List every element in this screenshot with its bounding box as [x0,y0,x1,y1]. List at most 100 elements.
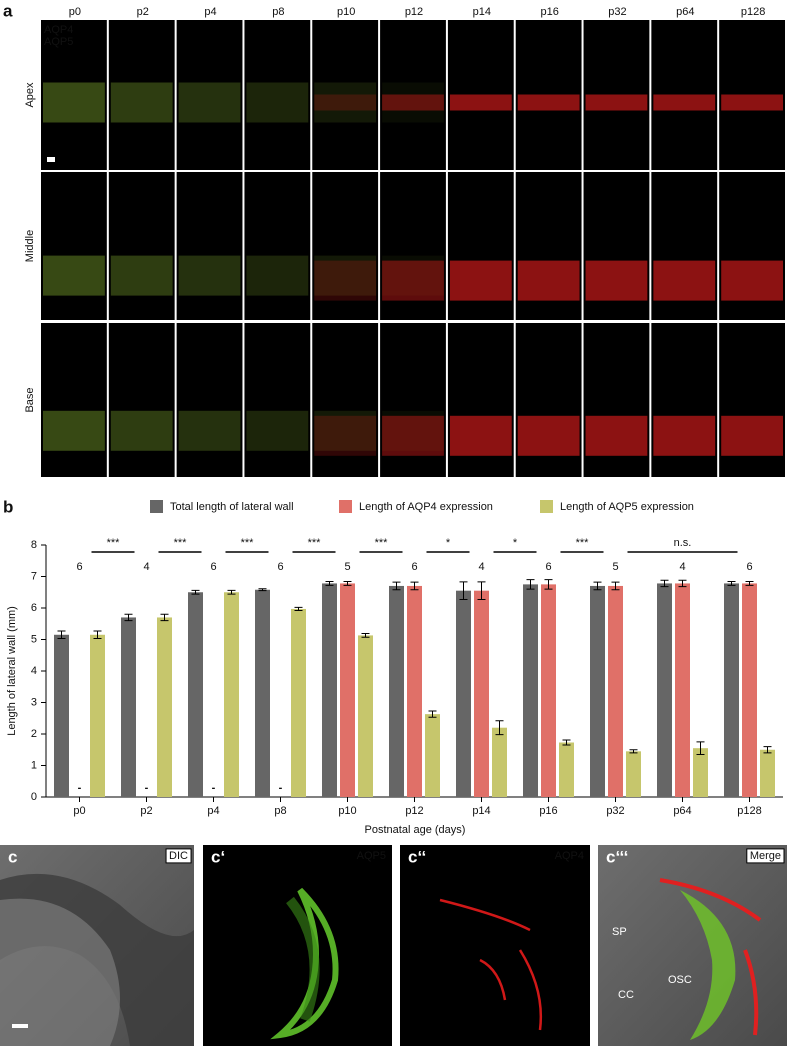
bar [224,592,239,797]
bar [121,617,136,797]
x-axis-title: Postnatal age (days) [365,824,466,836]
error-bar [57,630,66,640]
signal [382,255,444,296]
bar [407,585,422,797]
y-tick-label: 3 [31,696,37,708]
n-label: 5 [344,561,350,573]
legend-label: AQP5 [44,36,73,48]
signal [314,82,377,123]
panel-tag: DIC [169,850,188,862]
micrograph [176,323,243,477]
error-bar [361,633,370,638]
panel-tag: AQP4 [555,850,584,862]
signal [43,82,105,123]
bar [760,749,775,797]
micrograph [312,20,379,170]
bar [590,585,605,797]
significance-label: *** [174,537,188,549]
error-bar [495,720,504,736]
error-bar [727,581,736,586]
x-tick-label: p12 [405,805,423,817]
bar [742,583,757,797]
bar [559,742,574,797]
x-tick-label: p2 [140,805,152,817]
x-tick-label: p0 [73,805,85,817]
signal [178,410,241,451]
micrograph [244,172,311,320]
column-label: p32 [608,6,626,18]
signal [721,260,783,301]
signal [43,410,105,451]
annotation: CC [618,989,634,1001]
bar [693,748,708,797]
tag-box [165,848,192,864]
signal [382,94,444,111]
signal [517,94,580,111]
bar [657,583,672,797]
signal [585,94,648,111]
legend-swatch [150,500,163,513]
legend-label: AQP4 [44,24,73,36]
value-label: - [279,782,283,794]
tag-box [551,848,588,864]
n-label: 6 [210,561,216,573]
column-label: p2 [137,6,149,18]
panel-label: c‘‘ [408,847,426,866]
micrograph [244,20,311,170]
n-label: 4 [478,561,484,573]
column-label: p0 [69,6,81,18]
error-bar [696,741,705,755]
column-label: p64 [676,6,694,18]
micrograph [312,172,379,320]
error-bar [191,589,200,595]
error-bar [160,613,169,622]
error-bar [459,581,468,600]
value-label: - [212,782,216,794]
tag-box [746,848,785,864]
signal [382,260,444,301]
error-bar [124,613,133,622]
value-label: - [145,782,149,794]
column-label: p128 [741,6,765,18]
micrograph [380,20,446,170]
signal [110,82,173,123]
panel-label: a [3,1,13,20]
bar [90,634,105,797]
error-bar [745,581,754,586]
panel-label: c‘‘‘ [606,847,628,866]
significance-label: *** [308,537,322,549]
x-tick-label: p4 [207,805,219,817]
legend-swatch [540,500,553,513]
micrograph [41,20,107,170]
panel-label: c [8,847,17,866]
panel-label: c‘ [211,847,225,866]
bar [389,585,404,797]
signal [246,255,309,296]
y-axis-title: Length of lateral wall (mm) [6,606,18,736]
legend-label: Length of AQP5 expression [560,501,694,513]
error-bar [294,606,303,612]
scale-bar [47,157,55,162]
signal [110,410,173,451]
error-bar [325,581,334,586]
micrograph [244,323,311,477]
row-label: Apex [24,82,36,108]
signal [517,415,580,456]
micrograph [108,323,175,477]
x-tick-label: p128 [737,805,761,817]
error-bar [611,581,620,591]
signal [178,82,241,123]
error-bar [660,579,669,588]
error-bar [477,581,486,600]
column-label: p16 [540,6,558,18]
error-bar [343,581,352,586]
panel-b: b Length of lateral wall (mm) Postnatal … [3,497,783,836]
error-bar [544,579,553,590]
bar [492,727,507,797]
y-tick-label: 5 [31,633,37,645]
signal [659,878,762,1036]
error-bar [562,739,571,746]
error-bar [526,579,535,590]
legend-label: Length of AQP4 expression [359,501,493,513]
